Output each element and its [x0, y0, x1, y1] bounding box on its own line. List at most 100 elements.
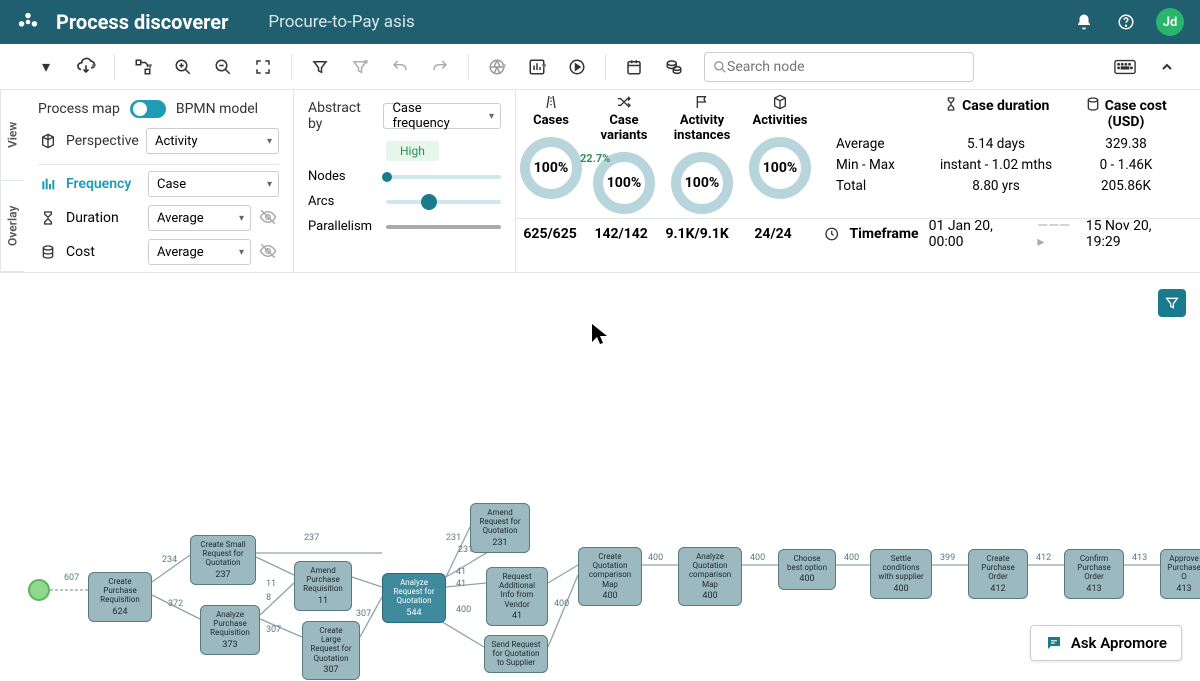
- start-node[interactable]: [28, 579, 50, 601]
- keyboard-icon[interactable]: [1108, 52, 1142, 82]
- edge-label: 307: [356, 609, 371, 619]
- hourglass-icon: [38, 208, 58, 228]
- zoom-in-icon[interactable]: [165, 50, 201, 84]
- filter-clear-icon[interactable]: [342, 50, 378, 84]
- fullscreen-icon[interactable]: [245, 50, 281, 84]
- cases-value: 625/625: [516, 226, 584, 242]
- flow-node[interactable]: Analyze Request for Quotation544: [382, 573, 446, 623]
- flow-node[interactable]: Amend Request for Quotation231: [470, 503, 530, 553]
- duration-select[interactable]: Average: [148, 205, 251, 231]
- frequency-select[interactable]: Case: [148, 171, 279, 197]
- edge-label: 41: [456, 567, 466, 577]
- model-toggle[interactable]: [130, 100, 166, 118]
- parallelism-slider[interactable]: [386, 225, 501, 229]
- flow-node[interactable]: Amend Purchase Requisition11: [294, 561, 352, 611]
- flow-node[interactable]: Choose best option400: [778, 549, 836, 590]
- cost-head-icon: [1085, 96, 1101, 112]
- shuffle-icon: [616, 94, 632, 112]
- redo-icon[interactable]: [422, 50, 458, 84]
- flow-node[interactable]: Analyze Quotation comparison Map400: [678, 547, 742, 606]
- abstract-label: Abstract by: [308, 100, 375, 132]
- flow-node[interactable]: Analyze Purchase Requisition373: [200, 605, 260, 655]
- edge-label: 307: [266, 625, 281, 635]
- search-input[interactable]: [704, 52, 974, 82]
- edge-label: 231: [446, 533, 461, 543]
- abstract-level-badge: High: [386, 141, 439, 161]
- chart-icon[interactable]: ▾: [519, 50, 555, 84]
- ask-button[interactable]: Ask Apromore: [1030, 625, 1182, 661]
- zoom-out-icon[interactable]: [205, 50, 241, 84]
- perspective-label: Perspective: [66, 133, 146, 149]
- process-map-label: Process map: [38, 101, 120, 117]
- cost-visibility-icon[interactable]: [259, 242, 279, 262]
- layout-icon[interactable]: ▾: [125, 50, 161, 84]
- overlay-tab[interactable]: Overlay: [0, 181, 24, 272]
- flow-node[interactable]: Create Quotation comparison Map400: [578, 547, 642, 606]
- edge-label: 399: [940, 553, 955, 563]
- edge-label: 400: [844, 553, 859, 563]
- edge-label: 400: [648, 553, 663, 563]
- search-field[interactable]: [727, 59, 965, 75]
- clock-icon: [824, 226, 839, 242]
- help-icon[interactable]: [1114, 10, 1138, 34]
- dropdown-icon[interactable]: ▾: [28, 50, 64, 84]
- toolbar: ▾ ▾ ▾ ▾ ▾: [0, 44, 1200, 90]
- edge-label: 413: [1132, 553, 1147, 563]
- process-flow: Create Purchase Requisition624 Create Sma…: [14, 487, 1186, 667]
- file-name: Procure-to-Pay asis: [268, 12, 414, 32]
- cloud-download-icon[interactable]: ▾: [68, 50, 104, 84]
- nodes-label: Nodes: [308, 169, 386, 184]
- play-icon[interactable]: [559, 50, 595, 84]
- edge-label: 607: [64, 573, 79, 583]
- parallelism-label: Parallelism: [308, 219, 386, 234]
- cases-title: Cases: [533, 114, 569, 129]
- edge-label: 400: [554, 599, 569, 609]
- process-canvas[interactable]: Create Purchase Requisition624 Create Sma…: [0, 273, 1200, 681]
- flow-node[interactable]: Create Purchase Order412: [968, 549, 1028, 599]
- edge-label: 400: [750, 553, 765, 563]
- box-icon: [772, 94, 788, 112]
- timeframe-label: Timeframe: [849, 226, 918, 242]
- app-title: Process discoverer: [56, 10, 228, 34]
- undo-icon[interactable]: [382, 50, 418, 84]
- nodes-slider[interactable]: [386, 175, 501, 179]
- duration-visibility-icon[interactable]: [259, 208, 279, 228]
- activities-donut: 100%: [749, 137, 811, 199]
- variants-title: Case variants: [601, 114, 648, 144]
- flow-node[interactable]: Create Purchase Requisition624: [88, 572, 152, 622]
- view-tab[interactable]: View: [0, 90, 24, 181]
- edge-label: 8: [266, 593, 271, 603]
- stat-row: Total8.80 yrs205.86K: [836, 178, 1186, 194]
- duration-head-icon: [943, 96, 959, 112]
- abstract-select[interactable]: Case frequency: [383, 103, 501, 129]
- app-logo: [16, 10, 40, 34]
- flow-node[interactable]: Confirm Purchase Order413: [1064, 549, 1124, 599]
- edge-label: 237: [304, 533, 319, 543]
- cube-icon: [38, 131, 58, 151]
- edge-label: 234: [162, 555, 177, 565]
- canvas-filter-icon[interactable]: [1158, 289, 1186, 317]
- flow-node[interactable]: Approve Purchase O413: [1160, 549, 1200, 599]
- arcs-slider[interactable]: [386, 200, 501, 204]
- timeframe-to: 15 Nov 20, 19:29: [1086, 218, 1186, 250]
- flow-node[interactable]: Settle conditions with supplier400: [870, 549, 932, 599]
- flow-node[interactable]: Request Additional Info from Vendor41: [486, 567, 548, 626]
- edge-label: 400: [456, 605, 471, 615]
- flow-node[interactable]: Send Request for Quotation to Supplier: [484, 635, 548, 673]
- variants-value: 142/142: [584, 226, 658, 242]
- calendar-icon[interactable]: [616, 50, 652, 84]
- coins-icon[interactable]: [656, 50, 692, 84]
- road-icon: [543, 94, 559, 112]
- aperture-icon[interactable]: ▾: [479, 50, 515, 84]
- flow-node[interactable]: Create Large Request for Quotation307: [302, 621, 360, 680]
- cost-select[interactable]: Average: [148, 239, 251, 265]
- flow-node[interactable]: Create Small Request for Quotation237: [190, 535, 256, 585]
- duration-label: Duration: [66, 210, 148, 226]
- notifications-icon[interactable]: [1072, 10, 1096, 34]
- filter-icon[interactable]: [302, 50, 338, 84]
- user-avatar[interactable]: Jd: [1156, 8, 1184, 36]
- perspective-select[interactable]: Activity: [146, 128, 279, 154]
- search-icon: [713, 60, 727, 74]
- arcs-label: Arcs: [308, 194, 386, 209]
- collapse-icon[interactable]: [1150, 52, 1184, 82]
